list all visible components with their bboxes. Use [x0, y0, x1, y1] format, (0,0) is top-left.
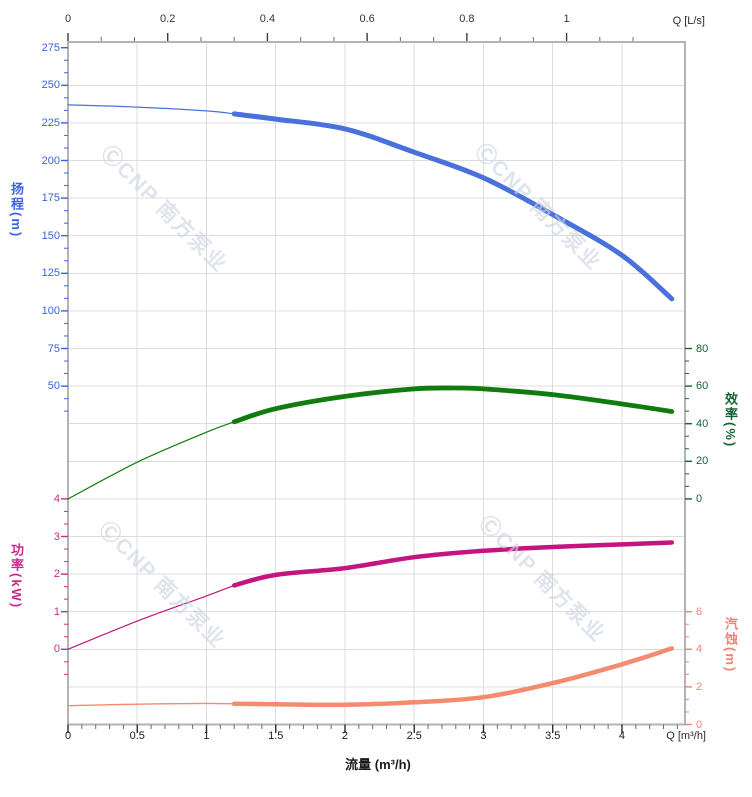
power-tick-label: 0 — [53, 643, 60, 656]
eff-tick-label: 20 — [696, 455, 709, 468]
head-tick-label: 75 — [47, 342, 60, 355]
top-axis-tick-label: 0.8 — [459, 13, 475, 25]
bottom-axis-tick-label: 4 — [618, 730, 626, 742]
top-axis-tick-label: 1 — [563, 13, 570, 25]
eff-tick-label: 40 — [696, 417, 709, 430]
power-tick-label: 2 — [53, 568, 60, 581]
head-curve-thin — [67, 104, 235, 115]
bottom-axis-tick-label: 2.5 — [406, 730, 422, 742]
x-axis-title: 流量 (m³/h) — [345, 757, 411, 772]
power-tick-label: 3 — [53, 530, 60, 543]
bottom-axis-tick-label: 3 — [480, 730, 487, 742]
npsh-curve-thin — [67, 702, 235, 707]
efficiency-axis-title: 效率(%) — [723, 392, 738, 449]
npsh-tick-label: 6 — [696, 605, 703, 618]
eff-curve-thin — [67, 421, 235, 500]
top-axis-tick-label: 0.4 — [259, 13, 276, 25]
power-axis-title: 功率(kW) — [9, 543, 24, 610]
power-tick-label: 1 — [53, 605, 60, 618]
bottom-axis-tick-label: 1.5 — [268, 730, 284, 742]
top-axis-tick-label: 0.2 — [160, 13, 176, 25]
head-tick-label: 50 — [47, 380, 60, 393]
head-tick-label: 200 — [41, 154, 60, 167]
head-tick-label: 275 — [41, 41, 60, 54]
head-tick-label: 125 — [41, 267, 60, 280]
power-curve — [231, 540, 675, 588]
bottom-axis-tick-label: 3.5 — [545, 730, 561, 742]
bottom-axis-tick-label: 0.5 — [129, 730, 145, 742]
head-tick-label: 150 — [41, 229, 60, 242]
power-tick-label: 4 — [53, 492, 60, 505]
npsh-curve — [231, 646, 675, 708]
bottom-axis-tick-label: 1 — [203, 730, 210, 742]
head-axis-title: 扬程(m) — [9, 182, 24, 239]
top-axis-tick-label: 0.6 — [359, 13, 375, 25]
npsh-tick-label: 0 — [696, 718, 703, 731]
power-curve-thin — [67, 584, 235, 650]
eff-tick-label: 80 — [696, 342, 709, 355]
plot-border — [67, 41, 686, 726]
eff-curve — [231, 385, 675, 425]
eff-tick-label: 0 — [696, 492, 703, 505]
head-tick-label: 175 — [41, 192, 60, 205]
head-tick-label: 100 — [41, 304, 60, 317]
head-tick-label: 250 — [41, 79, 60, 92]
bottom-axis-unit-label: Q [m³/h] — [666, 730, 706, 742]
head-tick-label: 225 — [41, 116, 60, 129]
npsh-tick-label: 4 — [696, 643, 703, 656]
top-axis-unit-label: Q [L/s] — [672, 15, 705, 27]
npsh-axis-title: 汽蚀(m) — [723, 617, 738, 674]
head-curve — [231, 111, 675, 302]
npsh-tick-label: 2 — [696, 680, 703, 693]
eff-tick-label: 60 — [696, 380, 709, 393]
top-axis-tick-label: 0 — [64, 13, 72, 25]
bottom-axis-tick-label: 0 — [64, 730, 72, 742]
bottom-axis-tick-label: 2 — [341, 730, 349, 742]
